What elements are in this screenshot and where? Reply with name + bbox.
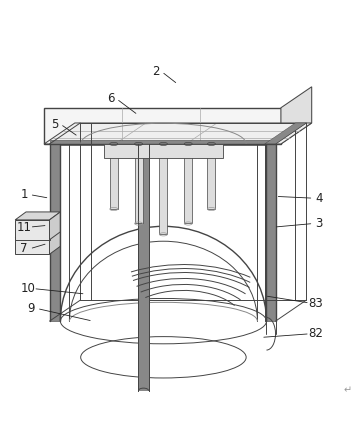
Polygon shape: [265, 144, 276, 321]
Polygon shape: [15, 212, 60, 220]
Text: 3: 3: [315, 217, 323, 230]
Text: 6: 6: [107, 92, 115, 105]
Text: 2: 2: [152, 65, 160, 78]
Bar: [110, 144, 118, 209]
Text: ↵: ↵: [344, 385, 352, 395]
Polygon shape: [49, 230, 60, 254]
Text: 4: 4: [315, 192, 323, 205]
Bar: [138, 144, 148, 391]
Polygon shape: [44, 123, 312, 144]
Text: 1: 1: [20, 188, 28, 201]
Text: 11: 11: [17, 221, 32, 234]
Polygon shape: [44, 108, 281, 144]
Polygon shape: [49, 212, 60, 240]
Polygon shape: [49, 144, 60, 321]
Polygon shape: [44, 123, 312, 144]
Text: 7: 7: [20, 242, 28, 255]
Polygon shape: [265, 123, 306, 144]
Text: 82: 82: [308, 327, 323, 340]
Text: 10: 10: [20, 282, 35, 295]
Polygon shape: [281, 87, 312, 144]
Text: 9: 9: [28, 302, 35, 315]
Bar: [49, 139, 276, 145]
Bar: [104, 144, 223, 158]
Polygon shape: [15, 220, 49, 240]
Bar: [159, 144, 167, 234]
Polygon shape: [15, 238, 49, 254]
Polygon shape: [44, 108, 281, 144]
Polygon shape: [281, 87, 312, 144]
Polygon shape: [15, 230, 60, 238]
Bar: [184, 144, 192, 224]
Text: 83: 83: [308, 296, 323, 310]
Bar: [207, 144, 215, 209]
Text: 5: 5: [51, 118, 58, 131]
Bar: [135, 144, 143, 224]
